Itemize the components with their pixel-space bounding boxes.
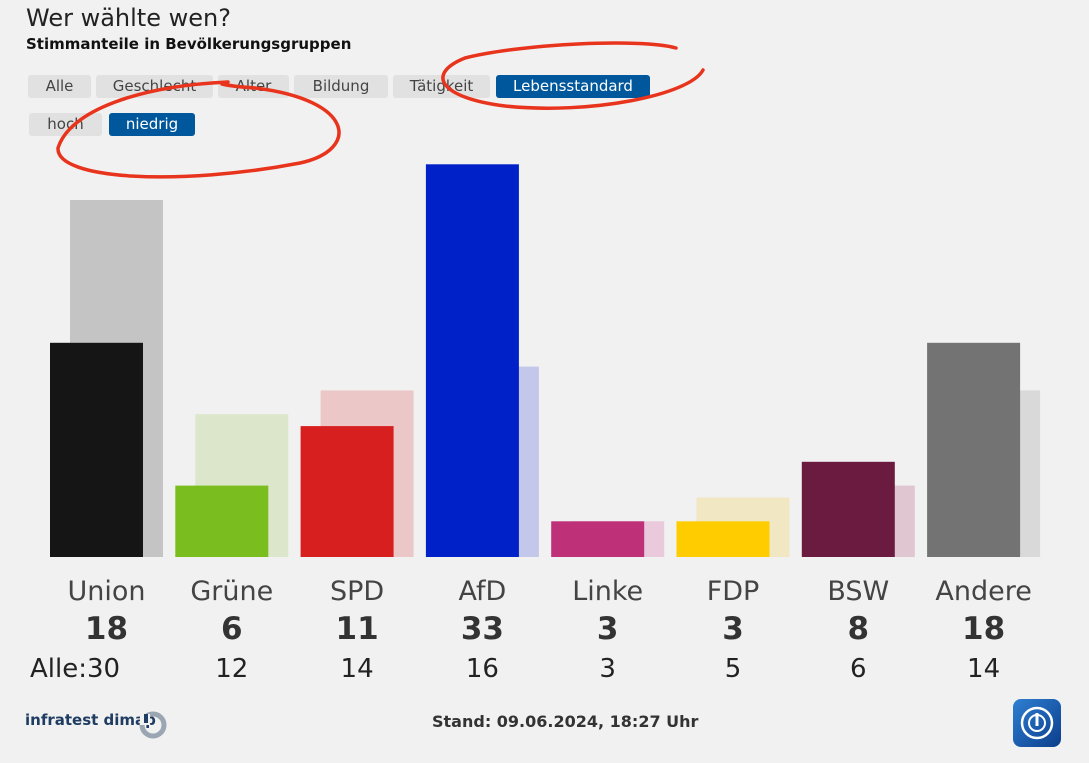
value-label: 18 (85, 611, 128, 647)
value-label: 8 (848, 611, 870, 647)
all-value-label: 12 (215, 654, 248, 684)
infratest-logo-icon (139, 711, 167, 739)
bar-niedrig-0 (50, 342, 143, 557)
value-label: 33 (461, 611, 504, 647)
category-label: Grüne (190, 576, 273, 607)
all-value-label: 5 (725, 654, 742, 684)
bar-chart: Union18Alle:30Grüne612SPD1114AfD3316Link… (30, 164, 1041, 684)
all-value-label: 3 (599, 654, 616, 684)
value-label: 3 (597, 611, 619, 647)
bar-niedrig-1 (175, 485, 269, 557)
category-label: FDP (707, 576, 760, 607)
value-label: 6 (221, 611, 243, 647)
timestamp-label: Stand: 09.06.2024, 18:27 Uhr (432, 712, 699, 731)
bar-niedrig-5 (676, 521, 770, 557)
bar-niedrig-6 (801, 461, 895, 557)
all-value-label: 14 (341, 654, 374, 684)
category-label: Andere (935, 576, 1031, 607)
category-label: SPD (330, 576, 384, 607)
source-label: infratest dimap (25, 711, 156, 729)
tagesschau-logo-icon[interactable] (1013, 699, 1061, 747)
category-label: Union (67, 576, 145, 607)
category-label: AfD (458, 576, 506, 607)
all-value-label: 6 (850, 654, 867, 684)
chart-title: Wer wählte wen? (26, 4, 231, 32)
all-value-label: 14 (967, 654, 1000, 684)
bar-niedrig-3 (425, 164, 519, 558)
chart-subtitle: Stimmanteile in Bevölkerungsgruppen (26, 35, 352, 53)
value-label: 18 (962, 611, 1005, 647)
all-value-label: Alle:30 (30, 654, 120, 684)
bar-niedrig-7 (927, 342, 1021, 557)
category-label: BSW (827, 576, 889, 607)
all-value-label: 16 (466, 654, 499, 684)
value-label: 11 (336, 611, 379, 647)
bar-niedrig-2 (300, 426, 394, 557)
category-label: Linke (572, 576, 643, 607)
value-label: 3 (722, 611, 744, 647)
bar-niedrig-4 (551, 521, 645, 557)
